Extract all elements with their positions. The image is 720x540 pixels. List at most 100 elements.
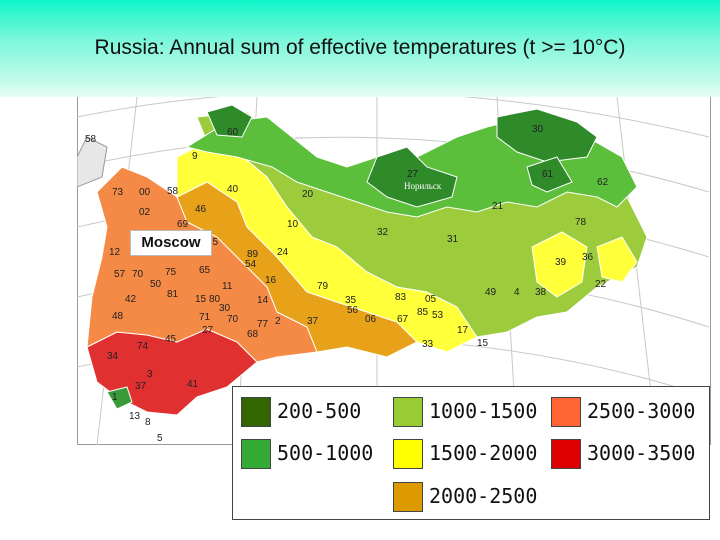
region-number: 5 (157, 433, 163, 444)
region-number: 11 (222, 281, 233, 292)
region-number: 14 (257, 295, 269, 306)
region-yellow-kamchatka (596, 236, 638, 283)
region-number: 1 (112, 392, 118, 403)
region-number: 33 (422, 339, 434, 350)
legend-swatch-2500-3000 (551, 397, 581, 427)
region-number: 58 (167, 186, 179, 197)
region-number: 89 (247, 249, 259, 260)
region-number: 53 (432, 310, 444, 321)
region-number: 62 (597, 177, 609, 188)
region-caucasus (106, 386, 133, 410)
region-number: 9 (192, 151, 198, 162)
legend-swatch-2000-2500 (393, 482, 423, 512)
region-number: 75 (165, 267, 177, 278)
moscow-callout: Moscow (130, 230, 212, 256)
region-number: 05 (425, 294, 437, 305)
region-number: 27 (407, 169, 419, 180)
region-number: 20 (302, 189, 314, 200)
region-number: 38 (535, 287, 547, 298)
map-title: Russia: Annual sum of effective temperat… (94, 36, 626, 59)
region-number: 85 (417, 307, 429, 318)
legend-label-1500-2000: 1500-2000 (429, 441, 538, 465)
legend-label-500-1000: 500-1000 (277, 441, 374, 465)
region-number: 77 (257, 319, 269, 330)
region-number: 15 (195, 294, 207, 305)
region-number: 45 (165, 334, 177, 345)
region-number: 68 (247, 329, 259, 340)
region-number: 24 (277, 247, 289, 258)
legend-label-2500-3000: 2500-3000 (587, 399, 696, 423)
region-number: 13 (129, 411, 141, 422)
land-neighbor (77, 136, 108, 188)
region-number: 15 (477, 338, 489, 349)
region-number: 71 (199, 312, 211, 323)
region-number: 30 (532, 124, 544, 135)
region-number: 39 (555, 257, 567, 268)
region-number: 32 (377, 227, 389, 238)
legend-label-2000-2500: 2000-2500 (429, 484, 538, 508)
city-label-norilsk: Норильск (404, 181, 442, 191)
region-number: 00 (139, 187, 151, 198)
region-number: 21 (492, 201, 504, 212)
region-number: 22 (595, 279, 607, 290)
region-number: 4 (514, 287, 520, 298)
legend-label-3000-3500: 3000-3500 (587, 441, 696, 465)
title-banner (0, 0, 720, 97)
legend-swatch-500-1000 (241, 439, 271, 469)
region-number: 80 (209, 294, 221, 305)
region-number: 02 (139, 207, 151, 218)
legend: 200-500 1000-1500 2500-3000 500-1000 150… (232, 386, 710, 520)
region-number: 12 (109, 247, 121, 258)
region-number: 79 (317, 281, 329, 292)
region-number: 54 (245, 259, 257, 270)
region-number: 74 (137, 341, 149, 352)
region-number: 58 (85, 134, 97, 145)
region-number: 3 (147, 369, 153, 380)
legend-swatch-200-500 (241, 397, 271, 427)
region-dark-green (206, 104, 253, 138)
region-number: 73 (112, 187, 124, 198)
region-number: 30 (219, 303, 231, 314)
region-number: 10 (287, 219, 299, 230)
region-number: 36 (582, 252, 594, 263)
region-number: 8 (145, 417, 151, 428)
region-number: 69 (177, 219, 189, 230)
region-number: 40 (227, 184, 239, 195)
region-number: 60 (227, 127, 239, 138)
region-number: 55 (207, 237, 219, 248)
legend-label-200-500: 200-500 (277, 399, 362, 423)
region-number: 67 (397, 314, 409, 325)
legend-swatch-1000-1500 (393, 397, 423, 427)
region-number: 61 (542, 169, 554, 180)
legend-swatch-3000-3500 (551, 439, 581, 469)
region-yellow-east (531, 231, 588, 298)
region-dark-green-taimyr (366, 146, 458, 208)
region-number: 16 (265, 275, 277, 286)
region-number: 37 (135, 381, 147, 392)
region-number: 34 (107, 351, 119, 362)
region-number: 70 (132, 269, 144, 280)
region-number: 81 (167, 289, 179, 300)
region-number: 31 (447, 234, 459, 245)
region-number: 78 (575, 217, 587, 228)
legend-swatch-1500-2000 (393, 439, 423, 469)
region-number: 50 (150, 279, 162, 290)
region-number: 83 (395, 292, 407, 303)
region-number: 35 (345, 295, 357, 306)
region-number: 57 (114, 269, 126, 280)
moscow-label: Moscow (141, 234, 201, 251)
region-number: 41 (187, 379, 199, 390)
region-number: 37 (307, 316, 319, 327)
region-number: 2 (275, 316, 281, 327)
region-number: 49 (485, 287, 497, 298)
region-number: 46 (195, 204, 207, 215)
region-dark-green-yakutia (496, 108, 598, 163)
region-number: 42 (125, 294, 137, 305)
region-number: 48 (112, 311, 124, 322)
region-number: 56 (347, 305, 359, 316)
region-dark-green-kolyma (526, 156, 573, 193)
region-number: 70 (227, 314, 239, 325)
region-number: 27 (202, 325, 214, 336)
region-number: 65 (199, 265, 211, 276)
